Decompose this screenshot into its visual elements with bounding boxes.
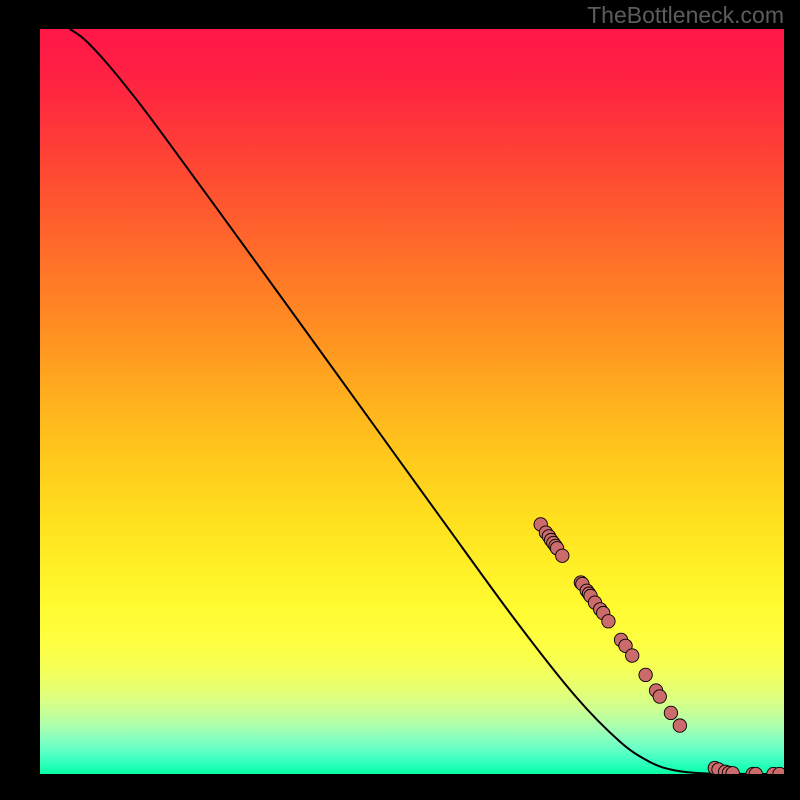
plot-area <box>40 29 784 774</box>
data-marker <box>602 615 615 628</box>
source-watermark: TheBottleneck.com <box>587 2 784 29</box>
chart-stage: { "source_watermark": { "text": "TheBott… <box>0 0 800 800</box>
data-marker <box>639 668 652 681</box>
data-marker <box>664 706 677 719</box>
data-marker <box>556 549 569 562</box>
marker-layer <box>40 29 784 774</box>
data-marker <box>626 649 639 662</box>
data-marker <box>653 690 666 703</box>
data-marker <box>673 719 686 732</box>
